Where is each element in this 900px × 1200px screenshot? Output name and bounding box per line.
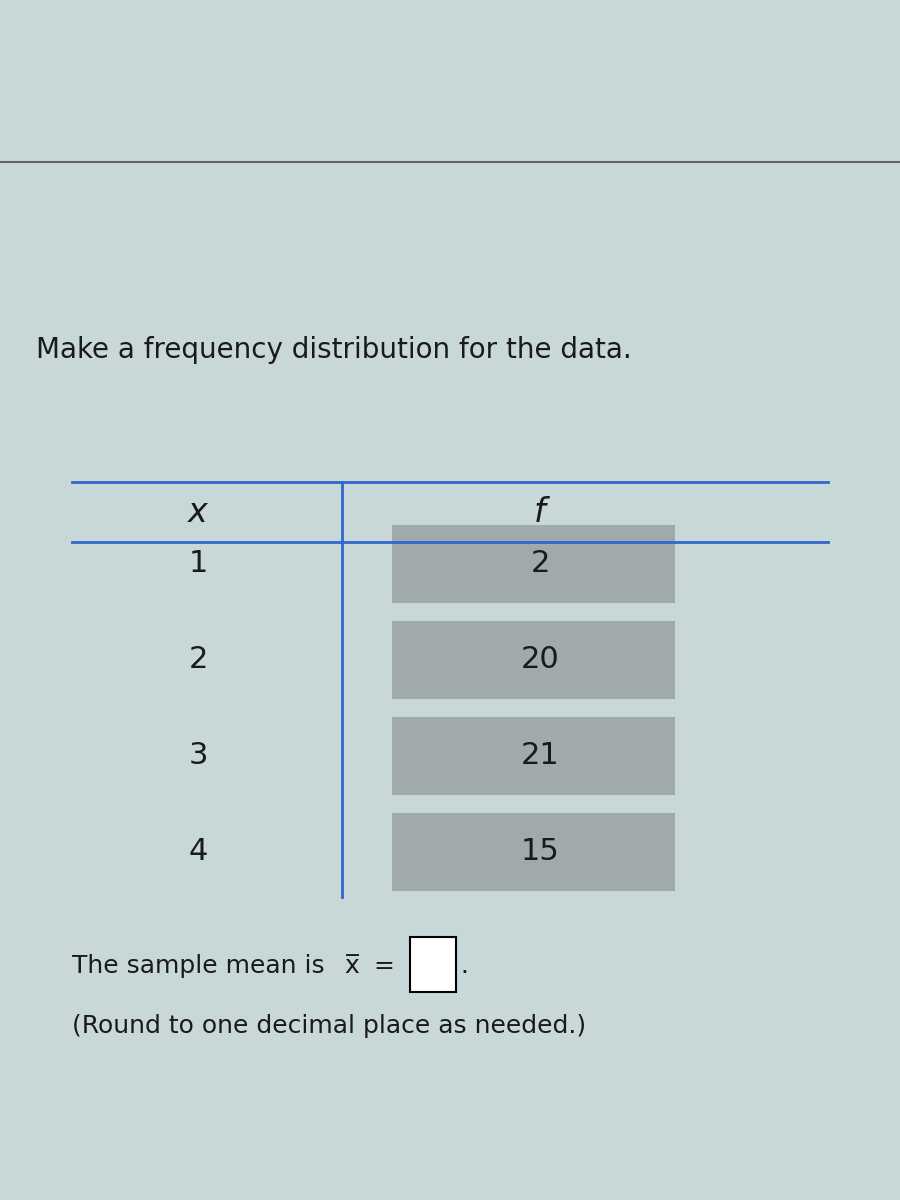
- Text: 1: 1: [188, 550, 208, 578]
- Text: 2: 2: [188, 646, 208, 674]
- Text: x: x: [188, 496, 208, 529]
- Text: 20: 20: [520, 646, 560, 674]
- FancyBboxPatch shape: [410, 937, 456, 992]
- Text: 15: 15: [520, 838, 560, 866]
- Text: 2: 2: [530, 550, 550, 578]
- FancyBboxPatch shape: [392, 716, 675, 794]
- Text: x̅: x̅: [344, 954, 358, 978]
- Text: =: =: [366, 954, 403, 978]
- FancyBboxPatch shape: [392, 622, 675, 698]
- Text: 21: 21: [520, 742, 560, 770]
- Text: 3: 3: [188, 742, 208, 770]
- Text: (Round to one decimal place as needed.): (Round to one decimal place as needed.): [72, 1014, 586, 1038]
- Text: 4: 4: [188, 838, 208, 866]
- Text: The sample mean is: The sample mean is: [72, 954, 333, 978]
- Text: f: f: [534, 496, 546, 529]
- FancyBboxPatch shape: [392, 814, 675, 890]
- FancyBboxPatch shape: [392, 526, 675, 602]
- Text: Make a frequency distribution for the data.: Make a frequency distribution for the da…: [36, 336, 632, 364]
- Text: .: .: [461, 954, 469, 978]
